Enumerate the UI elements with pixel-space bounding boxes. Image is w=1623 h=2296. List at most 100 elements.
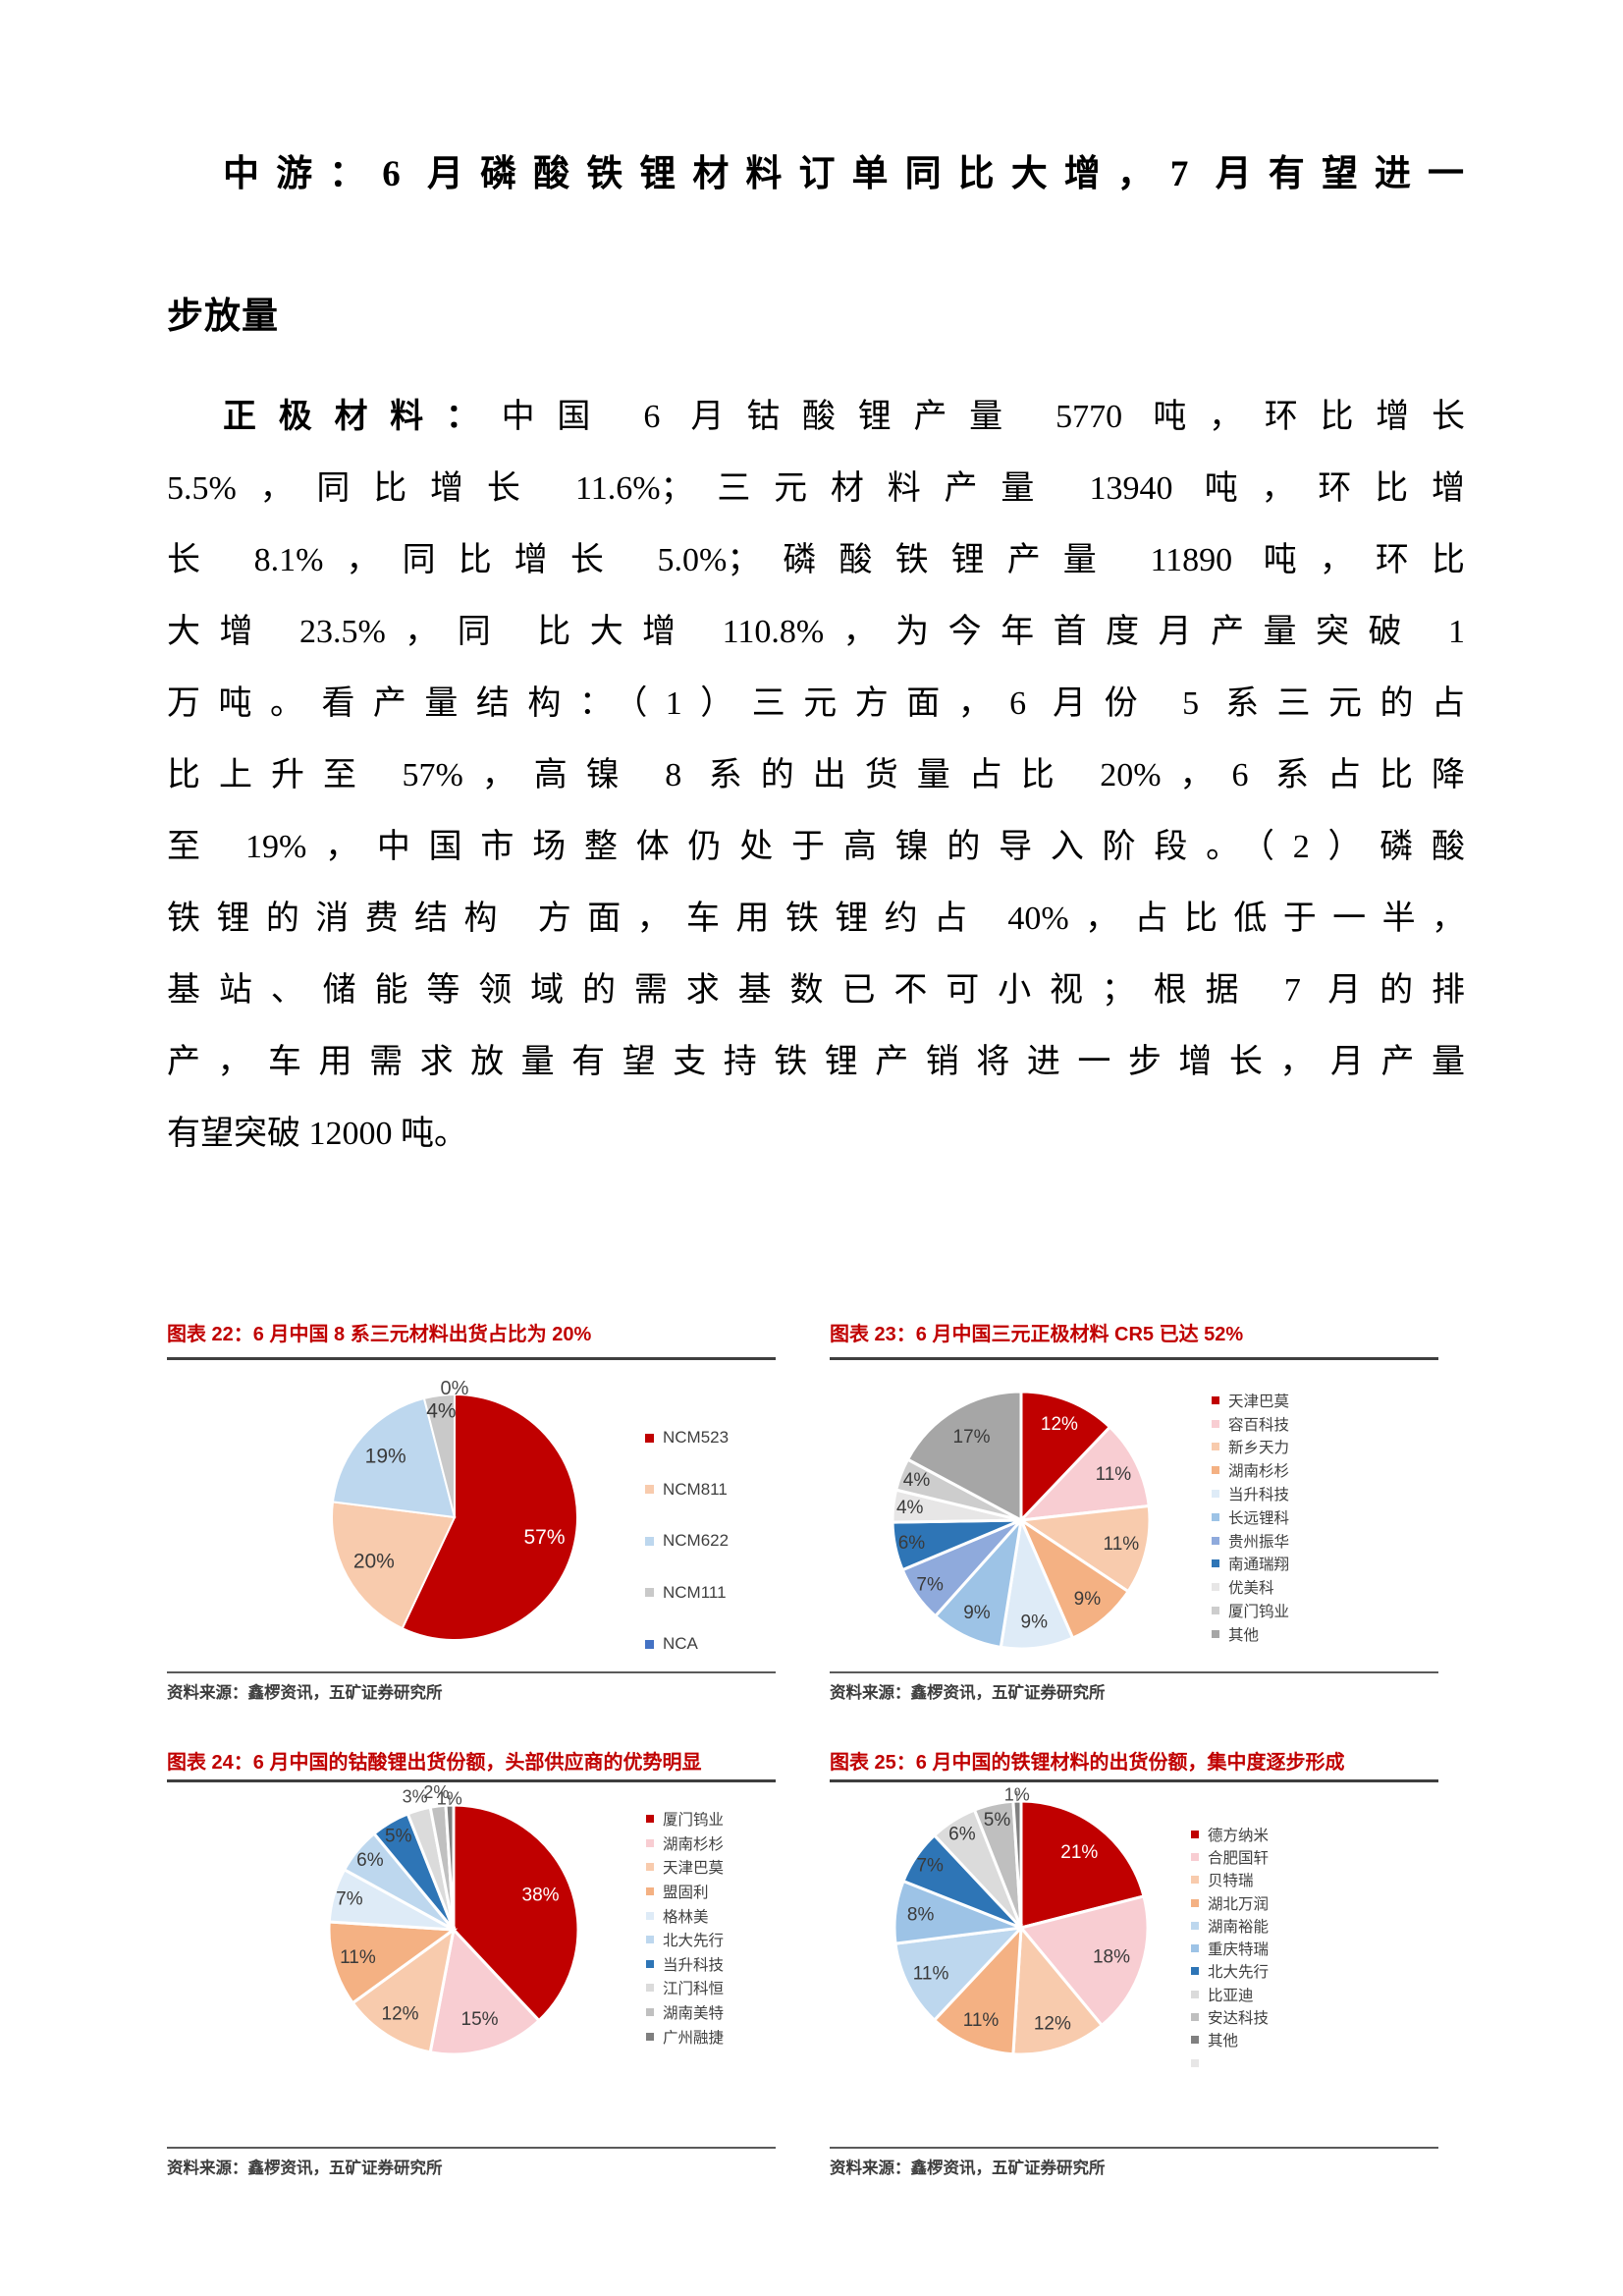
legend-label: NCM811 [663,1479,728,1499]
legend-swatch-icon [646,2032,654,2041]
legend-label: 湖南杉杉 [1228,1463,1290,1481]
legend-item: 新乡天力 [1212,1436,1289,1459]
legend-swatch-icon [646,1911,654,1920]
legend-swatch-icon [646,2008,654,2017]
slice-label: 4% [896,1498,924,1518]
divider [167,1671,776,1673]
legend-swatch-icon [1191,2058,1199,2067]
figure-24-source: 资料来源：鑫椤资讯，五矿证券研究所 [167,2159,443,2177]
legend-label: 德方纳米 [1208,1827,1270,1844]
legend-swatch-icon [1212,1490,1219,1499]
slice-label: 17% [953,1427,991,1448]
legend-swatch-icon [1212,1629,1219,1638]
legend-swatch-icon [1212,1466,1219,1475]
legend-swatch-icon [1212,1395,1219,1404]
slice-label: 9% [1074,1589,1102,1610]
legend-lco-share: 厦门钨业 湖南杉杉 天津巴莫 盟固利 格林美 北大先行 当升科技 江门科恒 湖南美特 广州融捷 [646,1807,724,2049]
legend-ternary-cr5: 天津巴莫 容百科技 新乡天力 湖南杉杉 当升科技 长远锂科 贵州振华 南通瑞翔 优美科 厦门钨业其… [1212,1389,1289,1646]
legend-swatch-icon [1212,1559,1219,1568]
legend-item: 厦门钨业 [646,1807,724,1831]
pie-chart-ncm-share: 57% 20% 19% 4%0% [331,1378,578,1641]
body-line: 产，车用需求放量有望支持铁锂产销将进一步增长，月产量 [167,1044,1465,1080]
pie-slice [1011,1924,1105,2056]
slice-label: 6% [948,1825,976,1845]
legend-label: 重庆特瑞 [1208,1941,1270,1959]
body-line: 至 19%，中国市场整体仍处于高镍的导入阶段。（2）磷酸 [167,829,1465,865]
legend-swatch-icon [1191,1876,1199,1885]
legend-item: 天津巴莫 [646,1855,724,1880]
pie-slice [331,1501,457,1630]
legend-swatch-icon [1191,1967,1199,1976]
slice-label: 5% [385,1826,412,1846]
legend-swatch-icon [646,1887,654,1896]
pie-chart-ternary-cr5: 12% 11% 11% 9% 9% 9% 7% 6% 4% 4% 17% [891,1390,1152,1651]
pie-chart-lfp-share: 21% 18% 12% 11% 11% 8% 7%6% 5% 1% [893,1785,1150,2056]
slice-label: 4% [903,1470,931,1491]
pie-slice [893,1925,1025,2023]
legend-label: 南通瑞翔 [1228,1557,1290,1574]
slice-label: 8% [907,1905,935,1926]
legend-item: 湖南杉杉 [646,1831,724,1856]
legend-item: 盟固利 [646,1880,724,1904]
figure-23: 图表 23：6 月中国三元正极材料 CR5 已达 52% 12% 11% 11% 9%… [830,1318,1438,1711]
figure-22: 图表 22：6 月中国 8 系三元材料出货占比为 20% 57% 20% 19% 4%… [167,1318,776,1711]
legend-label: NCA [663,1634,698,1654]
section-heading-line1: 中游：6 月磷酸铁锂材料订单同比大增，7 月有望进一 [223,154,1465,194]
legend-label: 安达科技 [1208,2010,1270,2028]
slice-label: 4% [426,1400,456,1423]
legend-swatch-icon [1212,1536,1219,1545]
slice-label: 7% [916,1855,944,1876]
body-line: 比上升至 57%，高镍 8 系的出货量占比 20%，6 系占比降 [167,757,1465,793]
slice-label: 11% [963,2010,1000,2031]
legend-label: NCM523 [663,1428,730,1448]
legend-item: NCM811 [645,1464,729,1516]
slice-label: 2% [423,1785,449,1802]
legend-swatch-icon [646,1815,654,1824]
legend-item: 广州融捷 [646,2024,724,2049]
legend-label: 天津巴莫 [663,1860,725,1878]
legend-swatch-icon [1191,1830,1199,1838]
legend-item: 北大先行 [646,1928,724,1952]
legend-swatch-icon [646,1984,654,1993]
legend-item: 湖南美特 [646,2000,724,2025]
slice-label: 9% [1021,1612,1049,1632]
legend-swatch-icon [645,1485,654,1495]
slice-label: 18% [1093,1946,1130,1967]
legend-item: 湖南裕能 [1191,1914,1269,1937]
pie-slice [452,1803,580,2023]
pie-slice [1018,1894,1150,2028]
body-line-text: 中国 6 月钴酸锂产量 5770 吨，环比增长 [501,399,1466,435]
slice-label: 6% [898,1533,926,1554]
slice-label: 11% [1104,1534,1140,1555]
legend-label: 其他 [1208,2033,1239,2050]
legend-swatch-icon [645,1639,654,1649]
slice-label: 1% [1004,1785,1030,1805]
legend-item: NCA [645,1618,729,1670]
legend-label: 盟固利 [663,1885,709,1902]
legend-item: 其他 [1212,1622,1289,1646]
legend-item: 重庆特瑞 [1191,1937,1269,1959]
pie-slice [428,1926,542,2056]
legend-swatch-icon [1191,2036,1199,2045]
legend-item: 其他 [1191,2029,1269,2051]
legend-label: 湖南裕能 [1208,1918,1270,1936]
pie-slice [1016,1503,1152,1594]
slice-label: 11% [913,1963,949,1984]
legend-label: 新乡天力 [1228,1440,1290,1457]
slice-label: 3% [403,1787,428,1807]
body-paragraph: 正极材料：中国 6 月钴酸锂产量 5770 吨，环比增长 5.5%，同比增长 1… [167,381,1465,1170]
legend-swatch-icon [645,1433,654,1443]
legend-item: 厦门钨业 [1212,1599,1289,1622]
slice-label: 6% [356,1850,384,1871]
legend-item: 合肥国轩 [1191,1845,1269,1868]
legend-label: 厦门钨业 [1228,1604,1290,1621]
legend-swatch-icon [1212,1419,1219,1428]
figure-25-title: 图表 25：6 月中国的铁锂材料的出货份额，集中度逐步形成 [830,1752,1345,1774]
slice-label: 5% [984,1810,1011,1831]
legend-label: 贝特瑞 [1208,1873,1254,1890]
legend-label: NCM622 [663,1531,730,1551]
slice-label: 12% [382,2003,419,2024]
section-heading-line2: 步放量 [167,297,279,337]
legend-item: 贝特瑞 [1191,1869,1269,1891]
